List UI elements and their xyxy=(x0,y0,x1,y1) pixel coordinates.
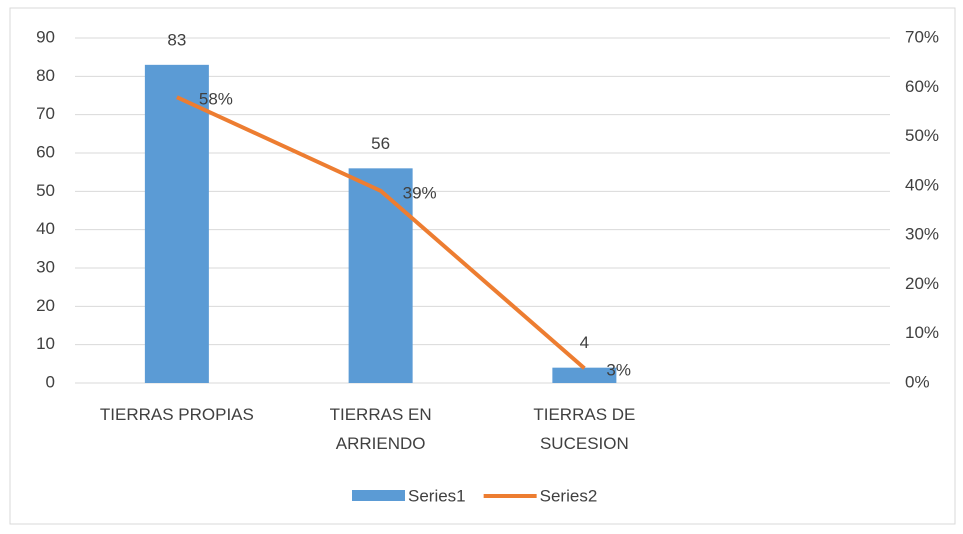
legend-label: Series2 xyxy=(540,486,598,505)
y-tick-label: 70 xyxy=(36,104,55,123)
y-tick-label: 40 xyxy=(36,219,55,238)
data-label: 39% xyxy=(403,183,437,202)
y-tick-label: 20 xyxy=(36,296,55,315)
bar xyxy=(348,168,413,383)
line xyxy=(176,95,586,370)
y2-tick-label: 40% xyxy=(905,175,939,194)
y2-tick-label: 30% xyxy=(905,225,939,244)
y-tick-label: 90 xyxy=(36,27,55,46)
y2-tick-label: 70% xyxy=(905,27,939,46)
legend-swatch xyxy=(352,490,405,501)
y-tick-label: 30 xyxy=(36,257,55,276)
data-label: 56 xyxy=(371,134,390,153)
y-tick-label: 0 xyxy=(46,372,55,391)
data-label: 3% xyxy=(606,361,631,380)
x-tick-label: TIERRAS DE SUCESION xyxy=(533,405,636,453)
data-label: 83 xyxy=(167,30,186,49)
y2-tick-label: 60% xyxy=(905,77,939,96)
x-tick-label: TIERRAS EN ARRIENDO xyxy=(329,405,432,453)
y2-tick-label: 50% xyxy=(905,126,939,145)
bar xyxy=(552,367,617,383)
y-tick-label: 60 xyxy=(36,142,55,161)
data-label: 4 xyxy=(580,333,589,352)
bar xyxy=(144,64,209,383)
legend-label: Series1 xyxy=(408,486,466,505)
y-tick-label: 10 xyxy=(36,334,55,353)
y2-tick-label: 0% xyxy=(905,372,930,391)
y-tick-label: 80 xyxy=(36,66,55,85)
x-tick-label: TIERRAS PROPIAS xyxy=(99,405,254,424)
y-tick-label: 50 xyxy=(36,181,55,200)
y2-tick-label: 20% xyxy=(905,274,939,293)
data-label: 58% xyxy=(199,90,233,109)
y2-tick-label: 10% xyxy=(905,323,939,342)
